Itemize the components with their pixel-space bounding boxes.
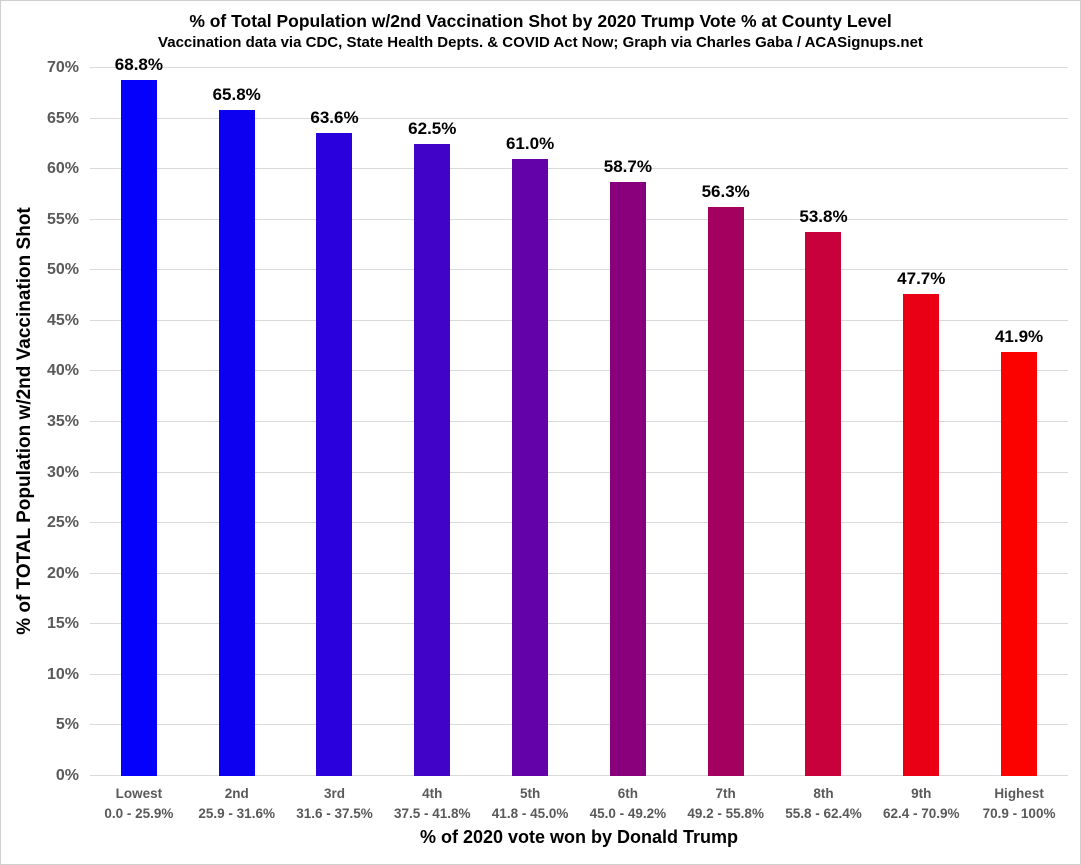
bar xyxy=(1001,352,1038,776)
bar-slot: 68.8% xyxy=(90,55,188,776)
y-tick-label: 65% xyxy=(46,109,79,127)
bar-slot: 56.3% xyxy=(677,68,775,776)
x-category-vote-range: 41.8 - 45.0% xyxy=(491,805,569,821)
chart-title: % of Total Population w/2nd Vaccination … xyxy=(189,11,892,31)
gridline xyxy=(90,117,1068,119)
x-category-vote-range: 25.9 - 31.6% xyxy=(198,805,275,821)
bar-value-label: 65.8% xyxy=(212,85,261,105)
y-tick-label: 20% xyxy=(46,564,79,582)
gridline xyxy=(90,572,1068,574)
y-tick-label: 30% xyxy=(46,463,79,481)
bar-value-label: 58.7% xyxy=(603,157,652,177)
x-category-decile: Lowest xyxy=(115,786,163,801)
y-tick-label: 55% xyxy=(46,210,79,228)
bar-value-label: 63.6% xyxy=(310,107,359,127)
bar xyxy=(903,293,940,776)
x-category-label: 3rd 31.6 - 37.5% xyxy=(286,784,384,823)
y-tick-label: 40% xyxy=(46,362,79,380)
bar-value-label: 68.8% xyxy=(114,55,163,75)
y-tick-label: 0% xyxy=(55,767,79,784)
x-category-label: 6th 45.0 - 49.2% xyxy=(579,784,677,823)
y-tick-label: 15% xyxy=(46,615,79,633)
x-category-decile: 6th xyxy=(617,786,638,801)
bar-slot: 58.7% xyxy=(579,68,677,776)
bar xyxy=(707,206,744,776)
x-category-vote-range: 45.0 - 49.2% xyxy=(589,805,667,821)
bars-row: 68.8% 65.8% 63.6% 62.5% 61.0% 58.7% 56.3% 53.8%… xyxy=(90,55,1068,776)
gridline xyxy=(90,673,1068,675)
x-category-decile: 7th xyxy=(715,786,736,801)
bar-slot: 41.9% xyxy=(970,68,1068,776)
x-category-label: 9th 62.4 - 70.9% xyxy=(872,784,970,823)
y-tick-label: 10% xyxy=(46,665,79,683)
gridline xyxy=(90,67,1068,68)
gridline xyxy=(90,471,1068,473)
y-tick-label: 5% xyxy=(55,716,79,734)
x-category-vote-range: 70.9 - 100% xyxy=(982,805,1056,821)
x-category-vote-range: 0.0 - 25.9% xyxy=(104,805,174,821)
bar-slot: 62.5% xyxy=(383,68,481,776)
gridline xyxy=(90,319,1068,321)
gridline xyxy=(90,522,1068,524)
x-category-decile: 9th xyxy=(911,786,932,801)
chart-subtitle: Vaccination data via CDC, State Health D… xyxy=(158,34,923,51)
x-axis-title: % of 2020 vote won by Donald Trump xyxy=(419,827,739,847)
gridline xyxy=(90,218,1068,220)
bar xyxy=(512,159,549,776)
x-category-label: Highest 70.9 - 100% xyxy=(970,784,1068,823)
x-category-vote-range: 55.8 - 62.4% xyxy=(785,805,862,821)
x-category-label: 4th 37.5 - 41.8% xyxy=(383,784,481,823)
x-category-label: 5th 41.8 - 45.0% xyxy=(481,784,579,823)
x-category-label: 7th 49.2 - 55.8% xyxy=(677,784,775,823)
bar-value-label: 47.7% xyxy=(897,268,946,288)
bar-slot: 61.0% xyxy=(481,68,579,776)
bar xyxy=(414,143,451,776)
plot-area: 68.8% 65.8% 63.6% 62.5% 61.0% 58.7% 56.3% 53.8%… xyxy=(90,55,1068,776)
x-category-vote-range: 62.4 - 70.9% xyxy=(882,805,960,821)
gridline xyxy=(90,724,1068,726)
bar-value-label: 56.3% xyxy=(701,181,750,201)
x-category-label: 2nd 25.9 - 31.6% xyxy=(188,784,286,823)
x-category-vote-range: 31.6 - 37.5% xyxy=(296,805,373,821)
x-category-vote-range: 37.5 - 41.8% xyxy=(394,805,471,821)
y-tick-label: 25% xyxy=(46,514,79,532)
gridline xyxy=(90,623,1068,625)
bar xyxy=(316,132,353,776)
bar-slot: 63.6% xyxy=(286,68,384,776)
gridline xyxy=(90,269,1068,271)
bar-slot: 65.8% xyxy=(188,68,286,776)
bar xyxy=(218,110,255,776)
x-category-decile: 5th xyxy=(519,786,541,801)
bar-value-label: 62.5% xyxy=(408,118,457,138)
bar-value-label: 41.9% xyxy=(994,327,1044,347)
x-category-decile: 2nd xyxy=(224,786,249,801)
gridline xyxy=(90,168,1068,170)
y-tick-label: 35% xyxy=(46,413,79,430)
y-tick-label: 60% xyxy=(46,160,79,178)
bar xyxy=(609,182,646,776)
x-category-label: Lowest 0.0 - 25.9% xyxy=(90,784,188,823)
y-tick-label: 70% xyxy=(46,59,79,76)
x-category-decile: 8th xyxy=(813,786,834,801)
x-category-decile: 4th xyxy=(422,786,443,801)
gridline xyxy=(90,370,1068,372)
gridline xyxy=(90,775,1068,776)
y-tick-label: 50% xyxy=(46,261,79,279)
bar-value-label: 61.0% xyxy=(505,134,555,154)
bar-slot: 53.8% xyxy=(775,68,873,776)
bar xyxy=(805,231,842,776)
x-axis-category-labels: Lowest 0.0 - 25.9% 2nd 25.9 - 31.6% 3rd 31.6 … xyxy=(90,784,1068,823)
x-category-vote-range: 49.2 - 55.8% xyxy=(687,805,764,821)
x-category-decile: 3rd xyxy=(323,786,345,801)
y-tick-label: 45% xyxy=(46,311,79,329)
bar xyxy=(120,80,157,776)
x-category-label: 8th 55.8 - 62.4% xyxy=(775,784,873,823)
bar-value-label: 53.8% xyxy=(799,206,848,226)
gridline xyxy=(90,421,1068,422)
bar-slot: 47.7% xyxy=(872,68,970,776)
x-category-decile: Highest xyxy=(994,786,1044,801)
